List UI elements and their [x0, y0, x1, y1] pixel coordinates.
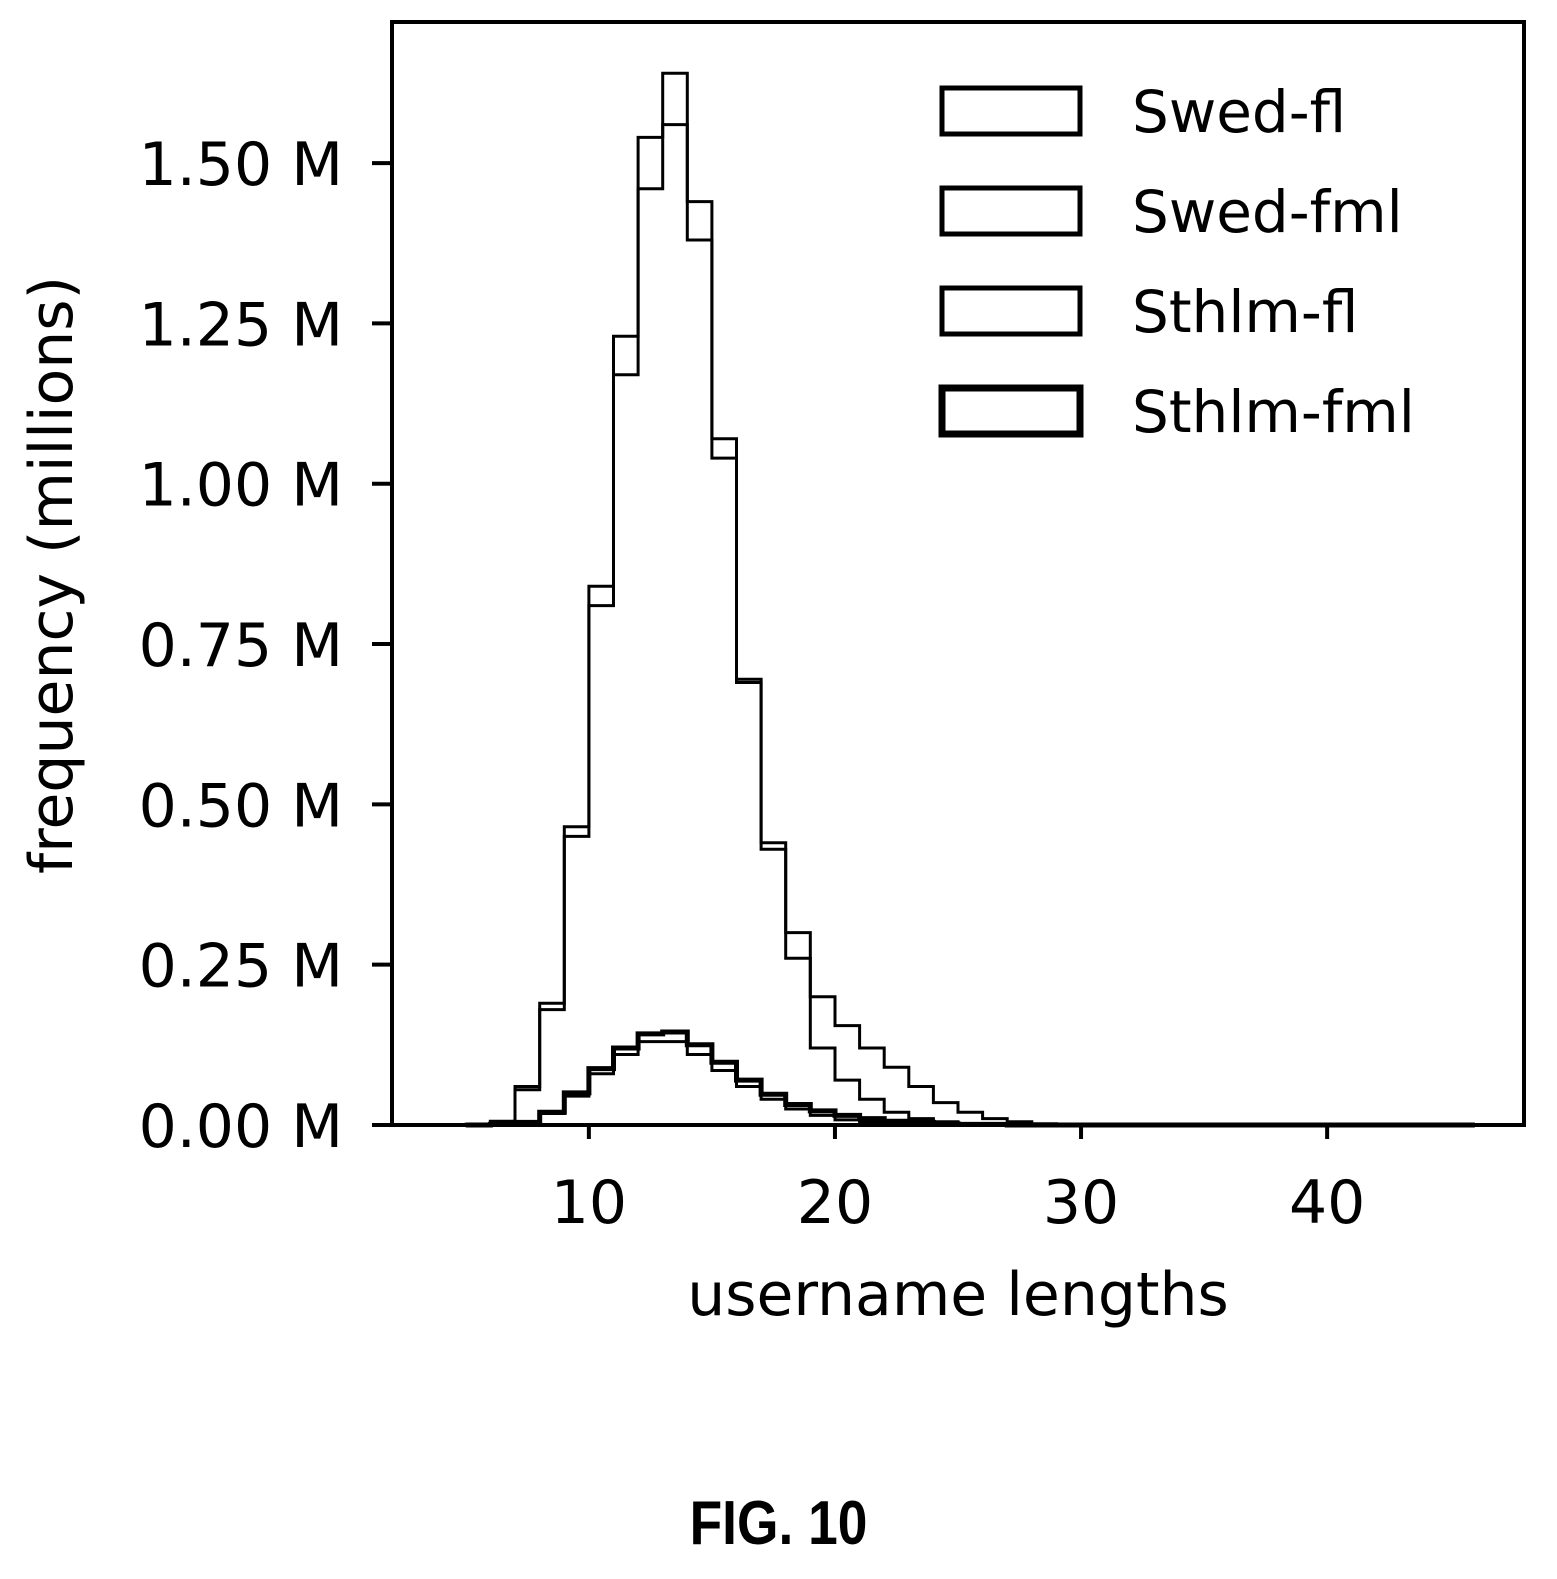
y-axis: 0.00 M 0.25 M 0.50 M 0.75 M 1.00 M 1.25 M 1.50… — [139, 130, 392, 1162]
histogram-series-group — [464, 71, 1475, 1128]
y-tick-label: 0.00 M — [139, 1092, 343, 1162]
y-tick-label: 1.00 M — [139, 451, 343, 521]
y-tick-label: 0.50 M — [139, 771, 343, 841]
legend: Swed-fl Swed-fml Sthlm-fl Sthlm-fml — [938, 78, 1415, 446]
x-tick-label: 20 — [797, 1168, 873, 1238]
legend-label: Sthlm-fl — [1132, 278, 1358, 346]
legend-label: Swed-fl — [1132, 78, 1346, 146]
y-tick-label: 0.25 M — [139, 932, 343, 1002]
legend-swatch — [939, 85, 1083, 137]
x-axis: 10 20 30 40 — [551, 1125, 1365, 1238]
y-tick-label: 0.75 M — [139, 611, 343, 681]
y-axis-title: frequency (millions) — [17, 276, 87, 874]
series-sthlm-fml-outline — [465, 1029, 1475, 1128]
x-tick-label: 40 — [1289, 1168, 1365, 1238]
x-tick-label: 10 — [551, 1168, 627, 1238]
y-tick-label: 1.50 M — [139, 130, 343, 200]
legend-label: Swed-fml — [1132, 178, 1403, 246]
legend-label: Sthlm-fml — [1132, 378, 1415, 446]
legend-swatch — [939, 185, 1083, 237]
legend-swatch — [939, 285, 1083, 337]
x-axis-title: username lengths — [687, 1260, 1229, 1330]
figure-caption: FIG. 10 — [689, 1489, 868, 1558]
legend-swatch — [938, 384, 1084, 438]
y-tick-label: 1.25 M — [139, 290, 343, 360]
series-swed-fl-outline — [464, 123, 1475, 1127]
x-tick-label: 30 — [1043, 1168, 1119, 1238]
